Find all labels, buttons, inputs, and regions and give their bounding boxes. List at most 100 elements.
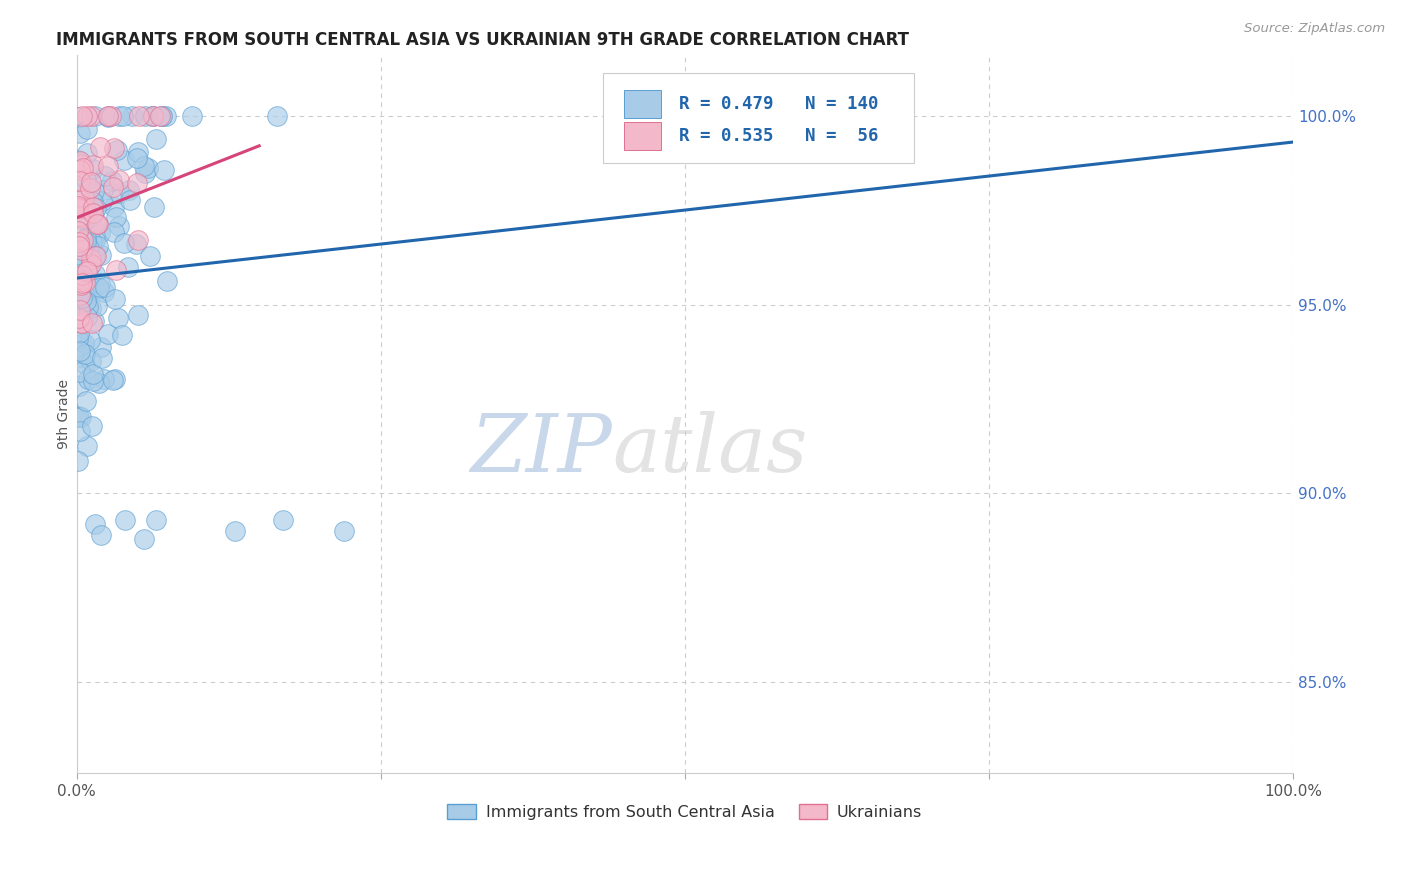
Point: [82, 195, 104, 210]
Point: [69, 366, 91, 380]
Point: [75, 357, 97, 371]
Point: [150, 109, 173, 123]
Point: [70, 252, 93, 266]
Point: [67, 311, 90, 326]
Point: [80, 175, 103, 189]
Point: [84, 516, 107, 531]
Point: [72, 161, 94, 176]
Point: [73, 191, 96, 205]
Point: [77, 241, 100, 255]
Point: [70, 410, 93, 425]
Point: [75, 230, 97, 244]
Point: [79, 279, 101, 293]
Point: [91, 351, 114, 365]
Point: [67, 379, 90, 393]
Point: [87, 217, 110, 231]
Point: [67, 235, 90, 250]
Point: [80, 235, 103, 250]
Point: [66, 332, 89, 346]
Point: [82, 194, 104, 208]
Point: [76, 145, 98, 160]
Point: [107, 173, 129, 187]
Point: [69, 157, 91, 171]
Point: [89, 140, 111, 154]
Point: [82, 205, 104, 219]
Point: [83, 185, 105, 199]
Point: [117, 260, 139, 275]
Point: [69, 209, 91, 223]
Text: R = 0.535   N =  56: R = 0.535 N = 56: [679, 128, 879, 145]
Point: [75, 393, 97, 408]
Point: [103, 200, 125, 214]
Point: [84, 249, 107, 263]
Point: [67, 326, 90, 341]
Text: Source: ZipAtlas.com: Source: ZipAtlas.com: [1244, 22, 1385, 36]
Point: [90, 194, 112, 209]
Point: [75, 264, 97, 278]
Point: [145, 513, 167, 527]
Point: [149, 109, 172, 123]
Point: [93, 285, 115, 300]
Point: [145, 132, 167, 146]
Point: [114, 513, 136, 527]
Point: [83, 314, 105, 328]
Point: [125, 176, 148, 190]
Text: atlas: atlas: [612, 411, 807, 489]
Point: [84, 249, 107, 263]
Point: [77, 372, 100, 386]
Point: [89, 227, 111, 241]
Point: [82, 200, 104, 214]
Point: [82, 158, 104, 172]
Point: [66, 224, 89, 238]
Point: [79, 354, 101, 368]
Point: [103, 141, 125, 155]
Point: [70, 278, 93, 293]
Point: [80, 258, 103, 272]
Point: [266, 109, 288, 123]
Point: [70, 317, 93, 331]
Point: [72, 109, 94, 123]
Point: [76, 310, 98, 324]
Point: [94, 279, 117, 293]
Point: [67, 315, 90, 329]
Point: [66, 201, 89, 215]
Point: [75, 171, 97, 186]
Point: [104, 292, 127, 306]
Point: [73, 214, 96, 228]
Point: [142, 109, 165, 123]
Point: [103, 373, 125, 387]
Text: R = 0.479   N = 140: R = 0.479 N = 140: [679, 95, 879, 113]
Point: [156, 274, 179, 288]
Point: [80, 109, 103, 123]
Point: [76, 289, 98, 303]
Point: [75, 201, 97, 215]
Point: [80, 419, 103, 434]
Point: [75, 293, 97, 308]
Point: [70, 301, 93, 315]
Point: [76, 438, 98, 452]
Point: [70, 236, 93, 251]
Point: [224, 524, 246, 539]
Point: [82, 205, 104, 219]
Point: [103, 226, 125, 240]
Point: [67, 202, 90, 216]
Point: [79, 180, 101, 194]
Point: [118, 183, 141, 197]
Point: [76, 207, 98, 221]
Point: [97, 110, 120, 124]
Point: [79, 333, 101, 347]
Point: [79, 301, 101, 315]
Point: [75, 255, 97, 269]
Point: [107, 311, 129, 326]
Point: [141, 109, 163, 123]
Point: [73, 240, 96, 254]
Point: [69, 350, 91, 364]
Point: [82, 317, 104, 331]
Point: [70, 268, 93, 283]
Point: [100, 174, 122, 188]
Point: [67, 267, 90, 281]
Point: [72, 251, 94, 265]
Point: [93, 372, 115, 386]
Point: [84, 216, 107, 230]
Point: [70, 276, 93, 290]
